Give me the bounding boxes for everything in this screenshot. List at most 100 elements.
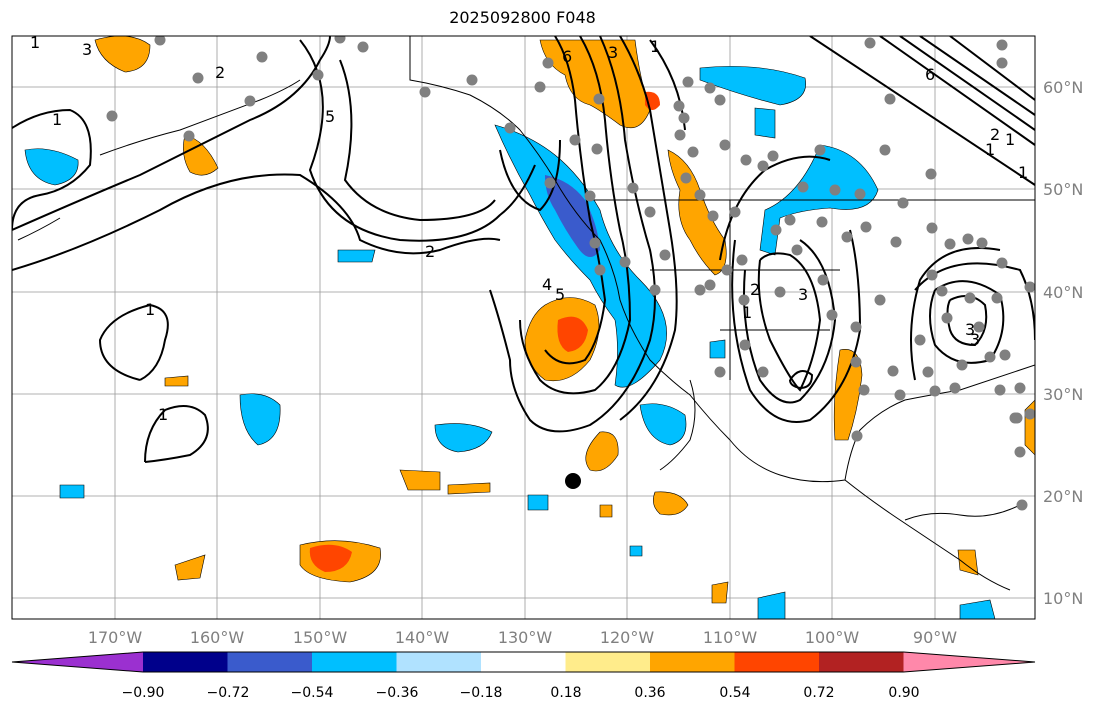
latitude-labels: 60°N 50°N 40°N 30°N 20°N 10°N xyxy=(1043,78,1083,608)
station-dot xyxy=(999,349,1011,361)
contour-label: 3 xyxy=(82,40,92,59)
shade-blue-11 xyxy=(527,494,549,511)
colorbar-tick-label: 0.36 xyxy=(634,685,665,701)
shade-orange-14 xyxy=(957,549,979,576)
contour-label: 1 xyxy=(158,405,168,424)
station-dot xyxy=(860,221,872,233)
station-dot xyxy=(770,224,782,236)
station-dot xyxy=(996,57,1008,69)
station-dot xyxy=(854,188,866,200)
station-dot xyxy=(678,112,690,124)
station-dot xyxy=(976,237,988,249)
lat-label: 50°N xyxy=(1043,180,1083,199)
map-frame xyxy=(11,35,1036,620)
station-dot xyxy=(694,284,706,296)
shade-orange-8 xyxy=(447,482,491,495)
colorbar-tick-label: −0.36 xyxy=(376,685,419,701)
colorbar-segment xyxy=(312,652,397,672)
station-dot xyxy=(707,210,719,222)
colorbar-tick-label: −0.72 xyxy=(207,685,250,701)
contour-label: 3 xyxy=(965,320,975,339)
station-dot xyxy=(964,292,976,304)
shade-red-3 xyxy=(309,544,352,572)
colorbar-ticks: −0.90 −0.72 −0.54 −0.36 −0.18 0.18 0.36 … xyxy=(122,685,920,701)
station-dot xyxy=(814,144,826,156)
contour-label: 1 xyxy=(1018,163,1028,182)
colorbar-tick-label: −0.90 xyxy=(122,685,165,701)
lon-label: 150°W xyxy=(293,628,348,647)
station-dot xyxy=(674,129,686,141)
shade-blue-13 xyxy=(757,591,786,619)
lon-label: 130°W xyxy=(498,628,553,647)
colorbar-tick-label: 0.54 xyxy=(719,685,750,701)
station-dot xyxy=(740,154,752,166)
station-dot xyxy=(816,216,828,228)
contour-label: 3 xyxy=(798,285,808,304)
station-dot xyxy=(619,256,631,268)
station-dot xyxy=(887,365,899,377)
station-dot xyxy=(591,143,603,155)
station-dot xyxy=(584,190,596,202)
station-dot xyxy=(941,312,953,324)
contour-label: 3 xyxy=(970,330,980,349)
station-dot xyxy=(704,82,716,94)
station-dot xyxy=(791,244,803,256)
station-dot xyxy=(996,39,1008,51)
station-dot xyxy=(894,389,906,401)
contour-label: 3 xyxy=(608,43,618,62)
contour-label: 6 xyxy=(562,47,572,66)
station-dot xyxy=(659,249,671,261)
contour-label: 5 xyxy=(325,107,335,126)
shade-orange-7 xyxy=(399,469,441,491)
station-dot xyxy=(929,385,941,397)
lat-label: 20°N xyxy=(1043,487,1083,506)
station-dot xyxy=(996,257,1008,269)
station-dot xyxy=(534,81,546,93)
longitude-labels: 170°W 160°W 150°W 140°W 130°W 120°W 110°… xyxy=(88,628,957,647)
station-dot xyxy=(757,160,769,172)
station-dot xyxy=(714,366,726,378)
station-dot xyxy=(192,72,204,84)
station-dot xyxy=(1016,499,1028,511)
shade-orange-16 xyxy=(174,554,206,581)
station-dot xyxy=(569,134,581,146)
colorbar-segment xyxy=(734,652,820,672)
lon-label: 120°W xyxy=(600,628,655,647)
station-dot xyxy=(973,321,985,333)
shade-red-2 xyxy=(557,316,588,352)
station-dot xyxy=(627,182,639,194)
colorbar-tick-label: 0.90 xyxy=(888,685,919,701)
station-dot xyxy=(154,36,166,46)
contour-label: 4 xyxy=(542,275,552,294)
lon-label: 110°W xyxy=(703,628,758,647)
station-dot xyxy=(890,236,902,248)
station-dot xyxy=(757,366,769,378)
station-dot xyxy=(106,110,118,122)
station-dot xyxy=(944,238,956,250)
shade-blue-15 xyxy=(629,545,643,557)
station-dot xyxy=(874,294,886,306)
contour-label: 1 xyxy=(30,33,40,52)
station-dot xyxy=(1024,408,1035,420)
station-dot xyxy=(694,189,706,201)
colorbar-extend-right xyxy=(903,652,1035,672)
station-dot xyxy=(797,181,809,193)
contour-label: 1 xyxy=(650,37,660,56)
station-dot xyxy=(312,69,324,81)
station-dot xyxy=(680,172,692,184)
station-dot xyxy=(1014,382,1026,394)
contour-label: 2 xyxy=(425,242,435,261)
colorbar-segment xyxy=(143,652,228,672)
contour-label: 1 xyxy=(52,110,62,129)
station-dot xyxy=(594,264,606,276)
lat-label: 60°N xyxy=(1043,78,1083,97)
station-dot xyxy=(244,95,256,107)
contour-label: 2 xyxy=(215,63,225,82)
colorbar-outline xyxy=(11,651,1036,673)
station-dot xyxy=(721,264,733,276)
map-title: 2025092800 F048 xyxy=(449,8,596,27)
station-dot xyxy=(884,93,896,105)
shade-darkblue-1 xyxy=(545,175,600,258)
station-dot xyxy=(256,51,268,63)
